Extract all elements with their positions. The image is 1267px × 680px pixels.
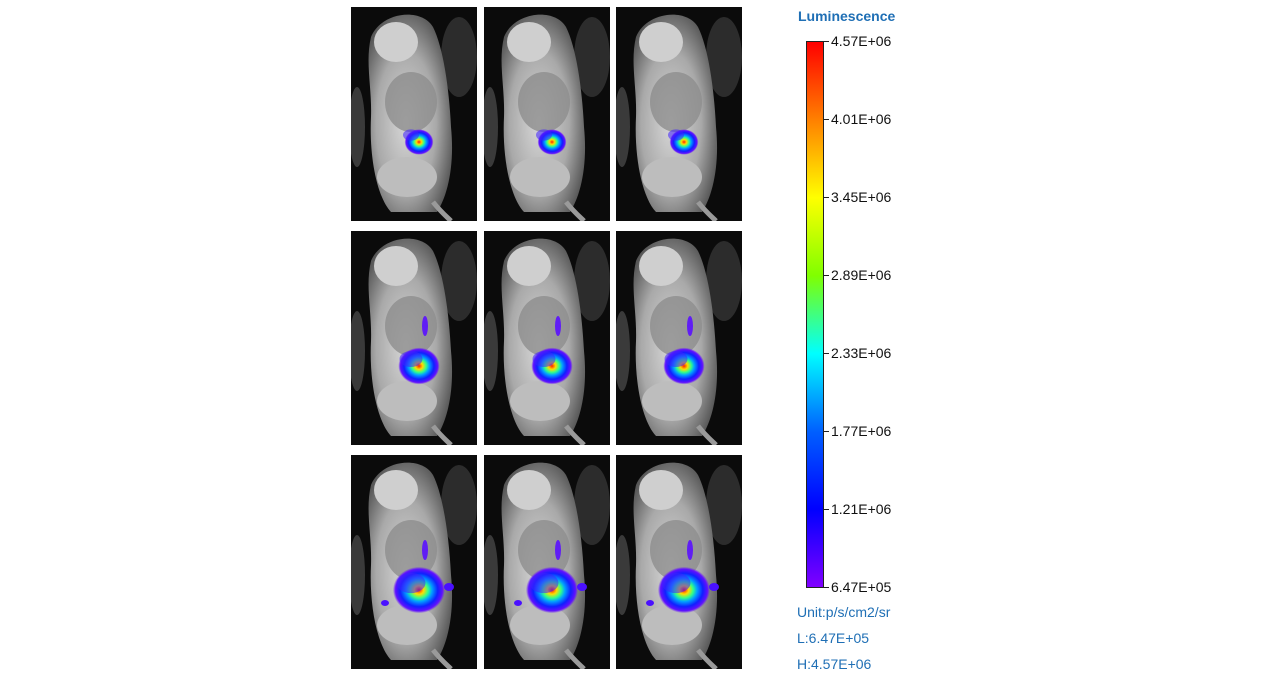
scale-tick-mark [823,509,829,510]
mouse-image-r3-c2 [484,455,610,669]
mouse-image-r3-c3 [616,455,742,669]
mouse-image-r3-c1 [351,455,477,669]
unit-label: Unit:p/s/cm2/sr [797,604,891,620]
mouse-image-r2-c1 [351,231,477,445]
mouse-image-r1-c1 [351,7,477,221]
scale-tick-label: 2.89E+06 [831,267,892,283]
scale-tick-mark [823,587,829,588]
scale-tick-label: 3.45E+06 [831,189,892,205]
low-value-label: L:6.47E+05 [797,630,870,646]
scale-tick-label: 1.77E+06 [831,423,892,439]
scale-tick-mark [823,275,829,276]
scale-tick-label: 6.47E+05 [831,579,892,595]
scale-tick-mark [823,41,829,42]
scale-tick-label: 1.21E+06 [831,501,892,517]
mouse-image-r1-c3 [616,7,742,221]
scale-tick-label: 4.57E+06 [831,33,892,49]
scale-tick-mark [823,431,829,432]
mouse-image-r2-c3 [616,231,742,445]
legend-title: Luminescence [798,8,896,24]
high-value-label: H:4.57E+06 [797,656,872,672]
scale-tick-label: 2.33E+06 [831,345,892,361]
scale-tick-label: 4.01E+06 [831,111,892,127]
mouse-image-r2-c2 [484,231,610,445]
scale-tick-mark [823,353,829,354]
color-scale-bar [806,41,824,588]
mouse-image-r1-c2 [484,7,610,221]
scale-tick-mark [823,119,829,120]
scale-tick-mark [823,197,829,198]
